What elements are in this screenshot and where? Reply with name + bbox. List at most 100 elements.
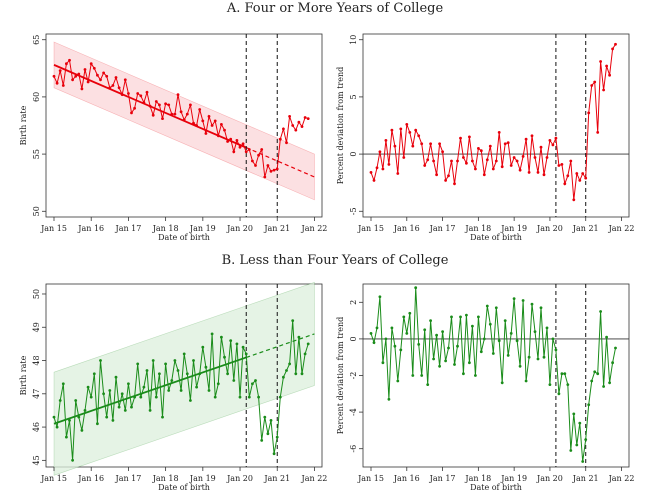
x-tick-label: Jan 20 <box>226 474 253 483</box>
data-point <box>99 359 102 362</box>
data-point <box>303 352 307 356</box>
y-tick-label: 65 <box>32 35 41 45</box>
data-point <box>515 159 519 163</box>
data-point <box>533 156 537 159</box>
data-point <box>497 131 501 134</box>
x-tick-label: Jan 22 <box>301 224 328 233</box>
data-point <box>74 74 78 78</box>
data-point <box>251 382 254 386</box>
data-point <box>102 71 105 75</box>
y-axis-label: Birth rate <box>19 105 28 145</box>
data-point <box>542 173 546 177</box>
data-point <box>596 131 600 134</box>
data-point <box>198 372 202 376</box>
y-tick-label: 50 <box>32 289 41 299</box>
x-tick-label: Jan 19 <box>500 474 527 483</box>
y-tick-label: 50 <box>32 206 41 216</box>
data-point <box>423 328 427 332</box>
data-point <box>189 399 192 402</box>
data-point <box>432 357 435 361</box>
data-point <box>216 382 220 386</box>
data-point <box>220 123 223 126</box>
data-point <box>226 372 230 376</box>
data-point <box>145 369 149 372</box>
data-point <box>201 119 205 123</box>
data-point <box>411 144 415 148</box>
chart-a-left: Jan 15 Jan 16 Jan 17 Jan 18 Jan 19 Jan 20 Jan … <box>19 33 328 242</box>
y-tick-label: 47 <box>32 389 41 399</box>
data-point <box>491 352 495 355</box>
y-tick-label: -6 <box>349 445 358 453</box>
data-point <box>563 182 567 186</box>
data-point <box>453 182 456 186</box>
data-point <box>192 121 195 125</box>
data-point <box>216 134 220 138</box>
data-point <box>266 432 270 436</box>
data-point <box>297 120 301 124</box>
data-point <box>161 117 164 120</box>
data-point <box>509 164 513 167</box>
data-point <box>220 335 223 339</box>
data-point <box>482 173 486 177</box>
data-point <box>563 372 567 376</box>
data-point <box>575 172 579 175</box>
data-point <box>423 164 427 167</box>
data-point <box>52 415 56 419</box>
data-point <box>515 339 519 343</box>
data-point <box>213 395 217 399</box>
data-point <box>608 73 611 77</box>
data-point <box>182 118 186 122</box>
data-point <box>185 112 189 116</box>
data-point <box>572 198 576 202</box>
data-point <box>207 115 211 118</box>
data-point <box>372 341 376 344</box>
data-point <box>485 304 489 308</box>
data-point <box>210 332 214 336</box>
data-point <box>524 137 528 141</box>
data-point <box>198 108 202 111</box>
data-point <box>229 137 233 141</box>
data-point <box>554 136 558 140</box>
x-tick-label: Jan 15 <box>40 224 67 233</box>
data-point <box>408 131 412 134</box>
data-point <box>533 330 537 333</box>
data-point <box>462 156 465 159</box>
data-point <box>426 158 430 162</box>
data-point <box>390 326 394 330</box>
data-point <box>126 92 130 95</box>
data-point <box>384 139 388 142</box>
data-point <box>257 395 260 399</box>
data-point <box>92 372 96 376</box>
data-point <box>195 124 199 127</box>
data-point <box>578 179 582 182</box>
data-point <box>272 452 276 456</box>
data-point <box>105 74 109 78</box>
data-point <box>369 171 373 174</box>
data-point <box>497 339 501 343</box>
y-tick-label: 0 <box>349 336 358 341</box>
data-point <box>126 382 130 386</box>
data-point <box>158 103 161 107</box>
data-point <box>411 374 415 377</box>
data-point <box>263 415 267 419</box>
plot-frame <box>45 283 323 468</box>
data-point <box>58 69 62 72</box>
y-tick-label: -4 <box>349 408 358 416</box>
data-point <box>405 123 409 126</box>
data-point <box>235 342 239 346</box>
data-point <box>444 179 447 182</box>
data-point <box>584 176 588 180</box>
data-point <box>278 137 282 141</box>
data-point <box>269 169 273 173</box>
data-point <box>500 381 504 385</box>
y-axis-label: Percent deviation from trend <box>336 317 345 434</box>
data-point <box>102 392 105 396</box>
data-point <box>275 167 279 171</box>
data-point <box>596 372 600 376</box>
data-point <box>474 167 477 171</box>
data-point <box>602 385 605 388</box>
data-point <box>482 337 486 341</box>
y-tick-label: -2 <box>349 372 358 380</box>
chart-b-left: Jan 15 Jan 16 Jan 17 Jan 18 Jan 19 Jan 20 Jan … <box>19 281 327 492</box>
data-point <box>488 144 492 148</box>
